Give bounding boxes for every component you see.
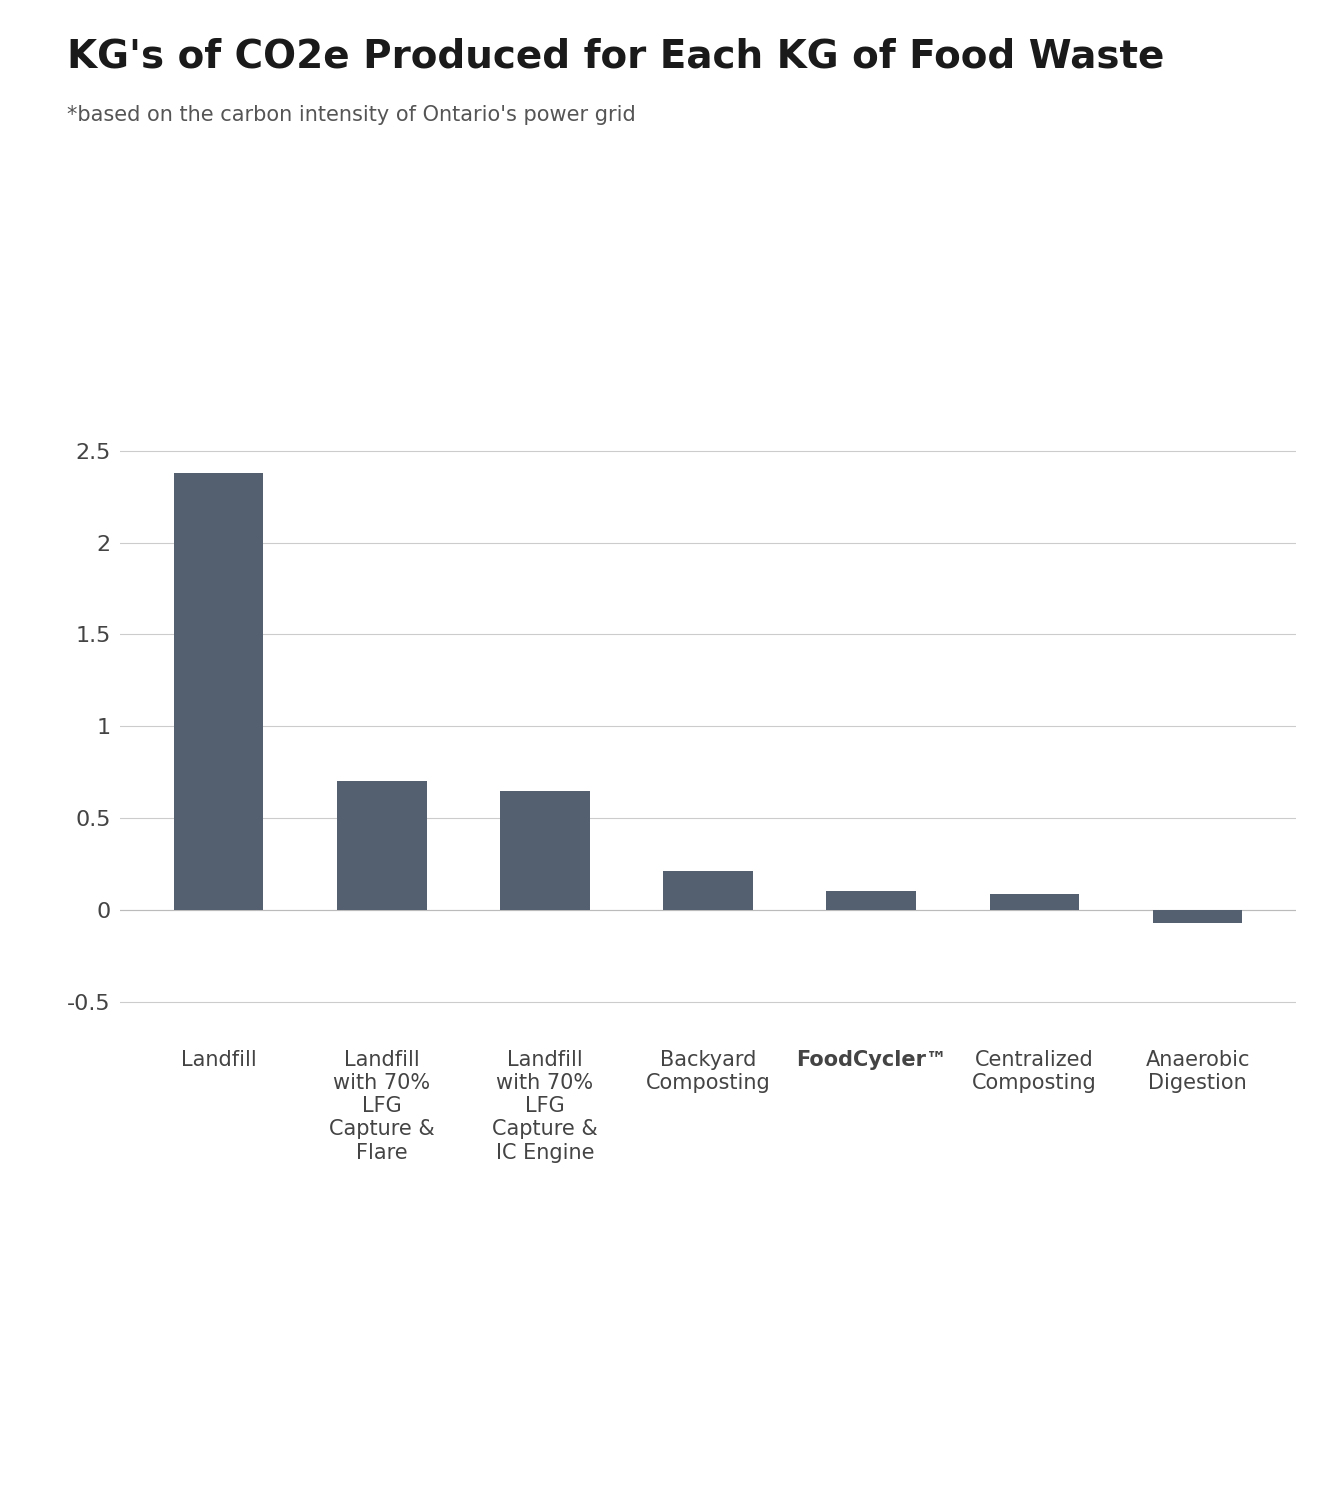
Bar bbox=[990, 894, 1079, 910]
Bar bbox=[337, 782, 426, 910]
Bar bbox=[663, 871, 754, 910]
Bar bbox=[174, 472, 263, 910]
Text: KG's of CO2e Produced for Each KG of Food Waste: KG's of CO2e Produced for Each KG of Foo… bbox=[67, 38, 1164, 75]
Bar bbox=[500, 790, 589, 910]
Bar bbox=[1153, 910, 1242, 922]
Text: *based on the carbon intensity of Ontario's power grid: *based on the carbon intensity of Ontari… bbox=[67, 105, 636, 125]
Bar bbox=[827, 891, 916, 910]
